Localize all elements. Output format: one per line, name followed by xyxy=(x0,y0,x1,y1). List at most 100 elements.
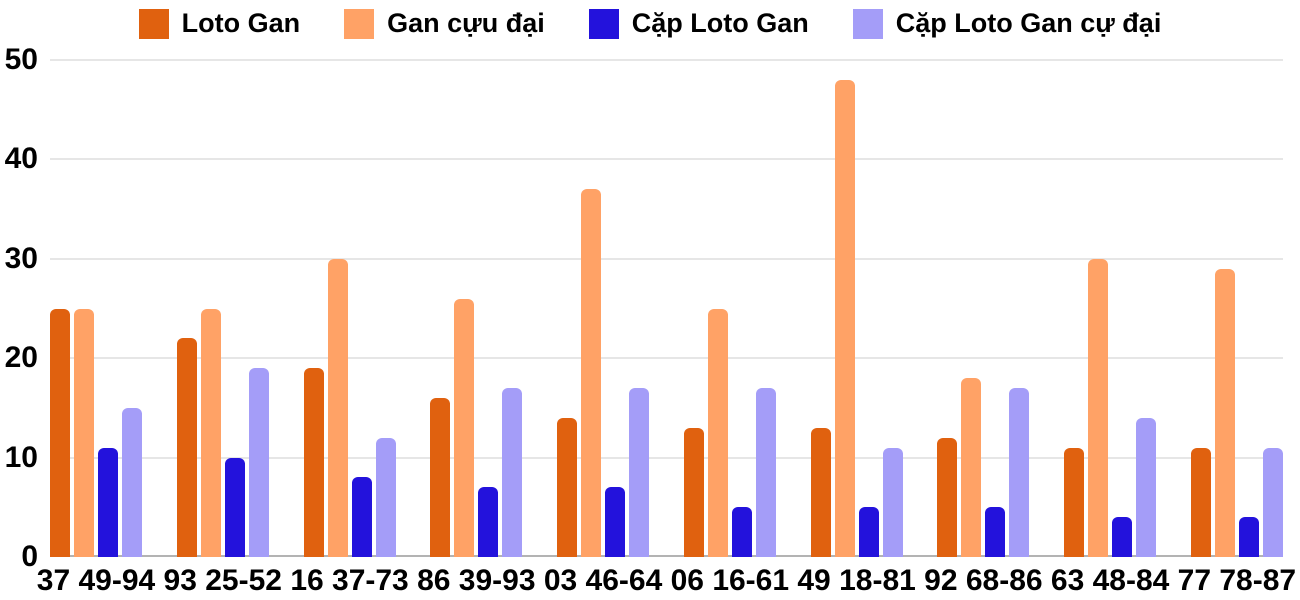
legend-item-1[interactable]: Loto Gan xyxy=(138,8,301,39)
y-tick-label: 0 xyxy=(21,540,38,573)
bar-series-4-group-3 xyxy=(375,437,396,557)
gridline xyxy=(50,257,1283,260)
legend-label: Gan cựu đại xyxy=(387,8,545,38)
x-tick-label: 06 16-61 xyxy=(670,564,790,597)
bar-series-3-group-7 xyxy=(858,507,879,557)
x-tick-slot: 92 68-86 xyxy=(924,564,1042,598)
bar-series-2-group-4 xyxy=(454,298,475,557)
bar-series-1-group-7 xyxy=(810,427,831,557)
y-axis: 0 10 20 30 40 50 xyxy=(0,45,40,572)
y-tick-label: 30 xyxy=(4,241,38,275)
bar-series-2-group-6 xyxy=(707,308,728,557)
bar-series-4-group-8 xyxy=(1009,388,1030,557)
plot-area xyxy=(50,59,1283,557)
x-tick-label: 92 68-86 xyxy=(924,564,1043,597)
bar-series-4-group-1 xyxy=(122,407,142,557)
bar-series-1-group-2 xyxy=(176,338,197,557)
bar-series-2-group-9 xyxy=(1088,258,1109,557)
legend-item-2[interactable]: Gan cựu đại xyxy=(344,8,545,39)
y-tick-label: 20 xyxy=(4,341,38,375)
x-tick-slot: 49 18-81 xyxy=(797,564,915,598)
x-tick-label: 86 39-93 xyxy=(417,564,536,597)
bar-series-1-group-10 xyxy=(1190,447,1211,557)
y-tick-label: 50 xyxy=(4,43,38,76)
bar-series-2-group-1 xyxy=(74,308,94,557)
x-tick-label: 37 49-94 xyxy=(36,564,156,597)
gridline xyxy=(50,456,1283,459)
x-tick-label: 16 37-73 xyxy=(290,564,409,597)
bar-groups xyxy=(50,60,1283,557)
legend-swatch-icon xyxy=(588,8,619,39)
bar-series-2-group-5 xyxy=(581,189,602,557)
bar-series-1-group-4 xyxy=(430,397,451,557)
bar-series-1-group-3 xyxy=(303,368,324,557)
bar-group-8 xyxy=(937,60,1030,557)
bar-series-1-group-6 xyxy=(683,427,704,557)
chart-legend: Loto Gan Gan cựu đại Cặp Loto Gan Cặp Loto … xyxy=(0,8,1300,39)
x-tick-slot: 63 48-84 xyxy=(1051,564,1169,598)
bar-group-1 xyxy=(50,60,142,557)
x-tick-label: 03 46-64 xyxy=(543,564,663,597)
bar-series-3-group-4 xyxy=(478,487,499,557)
x-tick-slot: 06 16-61 xyxy=(671,564,789,598)
bar-group-6 xyxy=(683,60,776,557)
bar-group-3 xyxy=(303,60,396,557)
x-tick-slot: 86 39-93 xyxy=(417,564,535,598)
y-tick-label: 10 xyxy=(4,440,38,474)
y-tick-label: 40 xyxy=(4,142,38,176)
bar-series-3-group-2 xyxy=(224,457,245,557)
bar-series-4-group-5 xyxy=(629,388,650,557)
bar-group-9 xyxy=(1064,60,1157,557)
bar-series-3-group-6 xyxy=(731,507,752,557)
legend-label: Cặp Loto Gan cự đại xyxy=(895,8,1162,38)
bar-series-4-group-2 xyxy=(248,368,269,557)
bar-series-2-group-3 xyxy=(327,258,348,557)
x-tick-slot: 37 49-94 xyxy=(37,564,155,598)
bar-series-3-group-9 xyxy=(1112,517,1133,557)
bar-series-1-group-1 xyxy=(50,308,70,557)
bar-group-4 xyxy=(430,60,523,557)
bar-series-3-group-1 xyxy=(98,447,118,557)
bar-group-10 xyxy=(1190,60,1283,557)
bar-series-1-group-5 xyxy=(557,417,578,557)
bar-series-1-group-9 xyxy=(1064,447,1085,557)
bar-series-2-group-2 xyxy=(200,308,221,557)
bar-series-4-group-10 xyxy=(1262,447,1283,557)
x-tick-slot: 77 78-87 xyxy=(1178,564,1296,598)
legend-swatch-icon xyxy=(138,8,169,39)
bar-series-4-group-6 xyxy=(755,388,776,557)
x-tick-label: 49 18-81 xyxy=(797,564,916,597)
bar-group-7 xyxy=(810,60,903,557)
gridline xyxy=(50,158,1283,161)
bar-series-1-group-8 xyxy=(937,437,958,557)
bar-series-4-group-7 xyxy=(882,447,903,557)
x-tick-slot: 93 25-52 xyxy=(164,564,282,598)
bar-series-2-group-10 xyxy=(1214,268,1235,557)
gridline xyxy=(50,59,1283,61)
bar-series-3-group-3 xyxy=(351,477,372,557)
bar-series-3-group-10 xyxy=(1238,517,1259,557)
bar-series-2-group-7 xyxy=(834,79,855,557)
bar-series-3-group-5 xyxy=(605,487,626,557)
legend-label: Cặp Loto Gan xyxy=(631,8,809,38)
x-tick-slot: 03 46-64 xyxy=(544,564,662,598)
legend-swatch-icon xyxy=(344,8,375,39)
legend-item-4[interactable]: Cặp Loto Gan cự đại xyxy=(852,8,1162,39)
bar-group-2 xyxy=(176,60,269,557)
bar-series-2-group-8 xyxy=(961,378,982,557)
legend-item-3[interactable]: Cặp Loto Gan xyxy=(588,8,809,39)
bar-series-4-group-4 xyxy=(502,388,523,557)
gridline xyxy=(50,357,1283,360)
x-axis-baseline xyxy=(50,555,1283,557)
x-tick-label: 63 48-84 xyxy=(1050,564,1170,597)
x-tick-slot: 16 37-73 xyxy=(290,564,408,598)
legend-swatch-icon xyxy=(852,8,883,39)
bar-group-5 xyxy=(557,60,650,557)
x-tick-label: 93 25-52 xyxy=(163,564,282,597)
legend-label: Loto Gan xyxy=(181,8,301,38)
x-axis: 37 49-94 93 25-52 16 37-73 86 39-93 03 46-64… xyxy=(37,564,1296,598)
x-tick-label: 77 78-87 xyxy=(1177,564,1297,597)
bar-series-3-group-8 xyxy=(985,507,1006,557)
bar-series-4-group-9 xyxy=(1136,417,1157,557)
